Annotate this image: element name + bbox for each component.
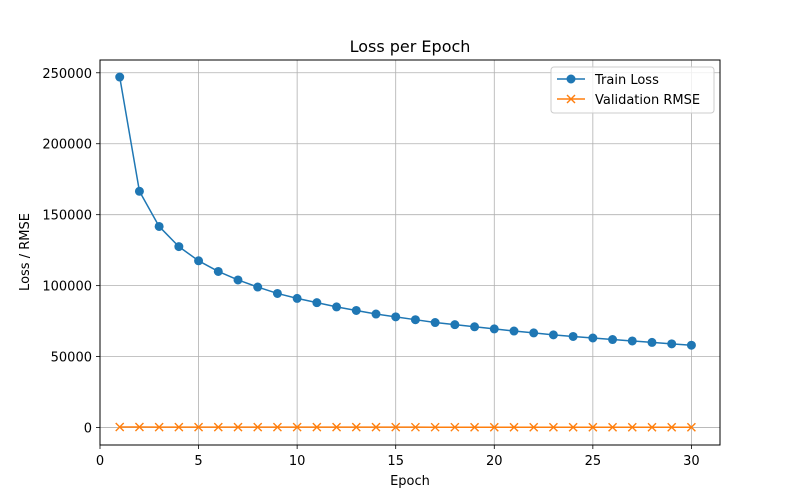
data-point-train-loss [411,316,419,324]
data-point-train-loss [195,257,203,265]
x-tick-label: 15 [387,454,404,469]
data-point-train-loss [609,336,617,344]
data-point-train-loss [175,243,183,251]
data-point-train-loss [687,341,695,349]
data-point-train-loss [116,73,124,81]
data-point-train-loss [490,325,498,333]
x-tick-label: 20 [486,454,503,469]
legend: Train Loss Validation RMSE [551,67,714,113]
x-tick-label: 0 [96,454,104,469]
data-point-train-loss [273,289,281,297]
data-point-train-loss [471,323,479,331]
x-tick-label: 5 [194,454,202,469]
legend-label-validation-rmse: Validation RMSE [595,93,700,108]
legend-label-train-loss: Train Loss [594,73,659,88]
x-tick-label: 30 [683,454,700,469]
chart-title: Loss per Epoch [350,37,471,56]
data-point-train-loss [352,306,360,314]
data-point-train-loss [569,332,577,340]
y-tick-label: 150000 [42,209,92,224]
data-point-train-loss [254,283,262,291]
data-point-train-loss [392,313,400,321]
data-point-train-loss [628,337,636,345]
data-point-train-loss [589,334,597,342]
data-point-train-loss [333,303,341,311]
data-point-train-loss [431,319,439,327]
y-tick-label: 250000 [42,67,92,82]
data-point-train-loss [313,299,321,307]
x-axis-label: Epoch [390,474,430,489]
data-point-train-loss [510,327,518,335]
data-point-train-loss [293,294,301,302]
x-tick-label: 10 [289,454,306,469]
legend-marker-train-loss [567,75,575,83]
data-point-train-loss [372,310,380,318]
y-tick-label: 50000 [51,351,92,366]
data-point-train-loss [214,267,222,275]
y-tick-label: 100000 [42,280,92,295]
data-point-train-loss [648,338,656,346]
y-axis-label: Loss / RMSE [18,213,33,291]
data-point-train-loss [530,329,538,337]
y-tick-label: 200000 [42,138,92,153]
data-point-train-loss [549,331,557,339]
data-point-train-loss [668,340,676,348]
y-tick-label: 0 [84,422,92,437]
data-point-train-loss [451,321,459,329]
x-tick-label: 25 [585,454,602,469]
data-point-train-loss [234,276,242,284]
data-point-train-loss [155,222,163,230]
data-point-train-loss [135,187,143,195]
